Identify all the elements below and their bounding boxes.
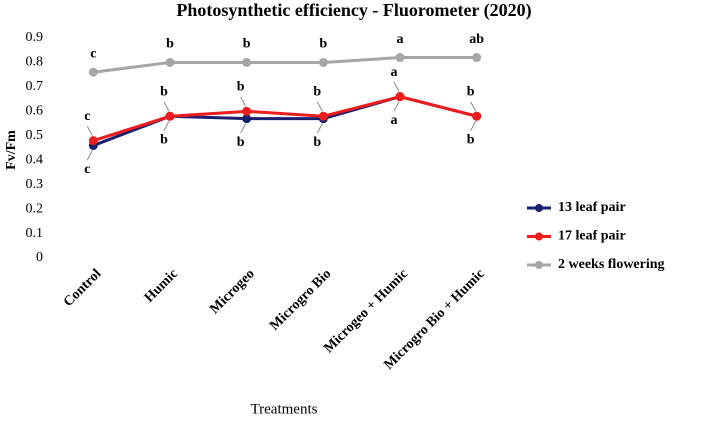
x-tick-label: Control bbox=[61, 266, 105, 310]
series-line bbox=[93, 56, 477, 74]
significance-letter: c bbox=[84, 162, 90, 177]
chart-title: Photosynthetic efficiency - Fluorometer … bbox=[176, 0, 531, 21]
data-point bbox=[242, 106, 252, 116]
series-line bbox=[92, 95, 478, 143]
leader-line bbox=[163, 101, 170, 112]
significance-letter: b bbox=[467, 84, 475, 99]
x-tick-label: Microgeo + Humic bbox=[321, 266, 411, 356]
y-tick-label: 0.8 bbox=[26, 55, 44, 70]
y-tick-label: 0.3 bbox=[26, 177, 44, 192]
significance-letter: a bbox=[391, 65, 398, 80]
leader-line bbox=[240, 123, 247, 134]
significance-letter: b bbox=[313, 84, 321, 99]
significance-letter: a bbox=[391, 113, 398, 128]
significance-letter: ab bbox=[469, 32, 484, 47]
data-point bbox=[165, 111, 175, 121]
legend-marker bbox=[535, 204, 543, 212]
data-point bbox=[88, 67, 98, 77]
legend-label: 2 weeks flowering bbox=[558, 257, 665, 272]
x-axis-label: Treatments bbox=[251, 401, 318, 417]
data-point bbox=[395, 53, 405, 63]
y-tick-label: 0.1 bbox=[26, 226, 44, 241]
significance-letter: b bbox=[160, 132, 168, 147]
x-tick-label: Microgro Bio bbox=[267, 266, 334, 333]
y-axis-label: Fv/Fm bbox=[4, 130, 19, 170]
leader-line bbox=[86, 150, 93, 161]
data-point bbox=[165, 57, 175, 67]
significance-letter: b bbox=[467, 132, 475, 147]
significance-letter: b bbox=[237, 135, 245, 150]
legend-marker bbox=[535, 261, 543, 269]
leader-line bbox=[393, 101, 400, 112]
significance-letter: b bbox=[313, 135, 321, 150]
significance-letter: b bbox=[243, 37, 251, 52]
significance-letter: c bbox=[84, 109, 90, 124]
significance-letter: b bbox=[166, 37, 174, 52]
leader-line bbox=[393, 82, 400, 92]
significance-letter: b bbox=[237, 80, 245, 95]
data-point bbox=[395, 92, 405, 102]
x-tick-label: Humic bbox=[142, 266, 181, 305]
legend-marker bbox=[535, 232, 543, 241]
leader-line bbox=[470, 101, 477, 112]
leader-line bbox=[316, 101, 323, 112]
leader-line bbox=[163, 120, 170, 131]
data-point bbox=[472, 111, 482, 121]
y-tick-label: 0.2 bbox=[26, 201, 44, 216]
leader-line bbox=[86, 126, 93, 136]
leader-line bbox=[316, 123, 323, 134]
y-tick-label: 0.9 bbox=[26, 30, 44, 45]
y-tick-label: 0.5 bbox=[26, 128, 44, 143]
significance-letter: b bbox=[319, 37, 327, 52]
data-point bbox=[318, 57, 328, 67]
significance-letter: b bbox=[160, 84, 168, 99]
significance-letter: c bbox=[90, 46, 96, 61]
data-point bbox=[88, 136, 98, 146]
y-tick-label: 0.6 bbox=[26, 104, 44, 119]
y-tick-label: 0 bbox=[36, 250, 43, 265]
legend-label: 17 leaf pair bbox=[558, 229, 626, 244]
data-point bbox=[318, 111, 328, 121]
leader-line bbox=[240, 96, 247, 107]
legend-label: 13 leaf pair bbox=[558, 200, 626, 215]
data-point bbox=[242, 57, 252, 67]
leader-line bbox=[470, 120, 477, 131]
significance-letter: a bbox=[397, 32, 404, 47]
data-point bbox=[472, 53, 482, 63]
y-tick-label: 0.4 bbox=[26, 152, 44, 167]
data-point bbox=[242, 114, 252, 124]
y-tick-label: 0.7 bbox=[26, 79, 44, 94]
x-tick-label: Microgeo bbox=[207, 266, 258, 317]
